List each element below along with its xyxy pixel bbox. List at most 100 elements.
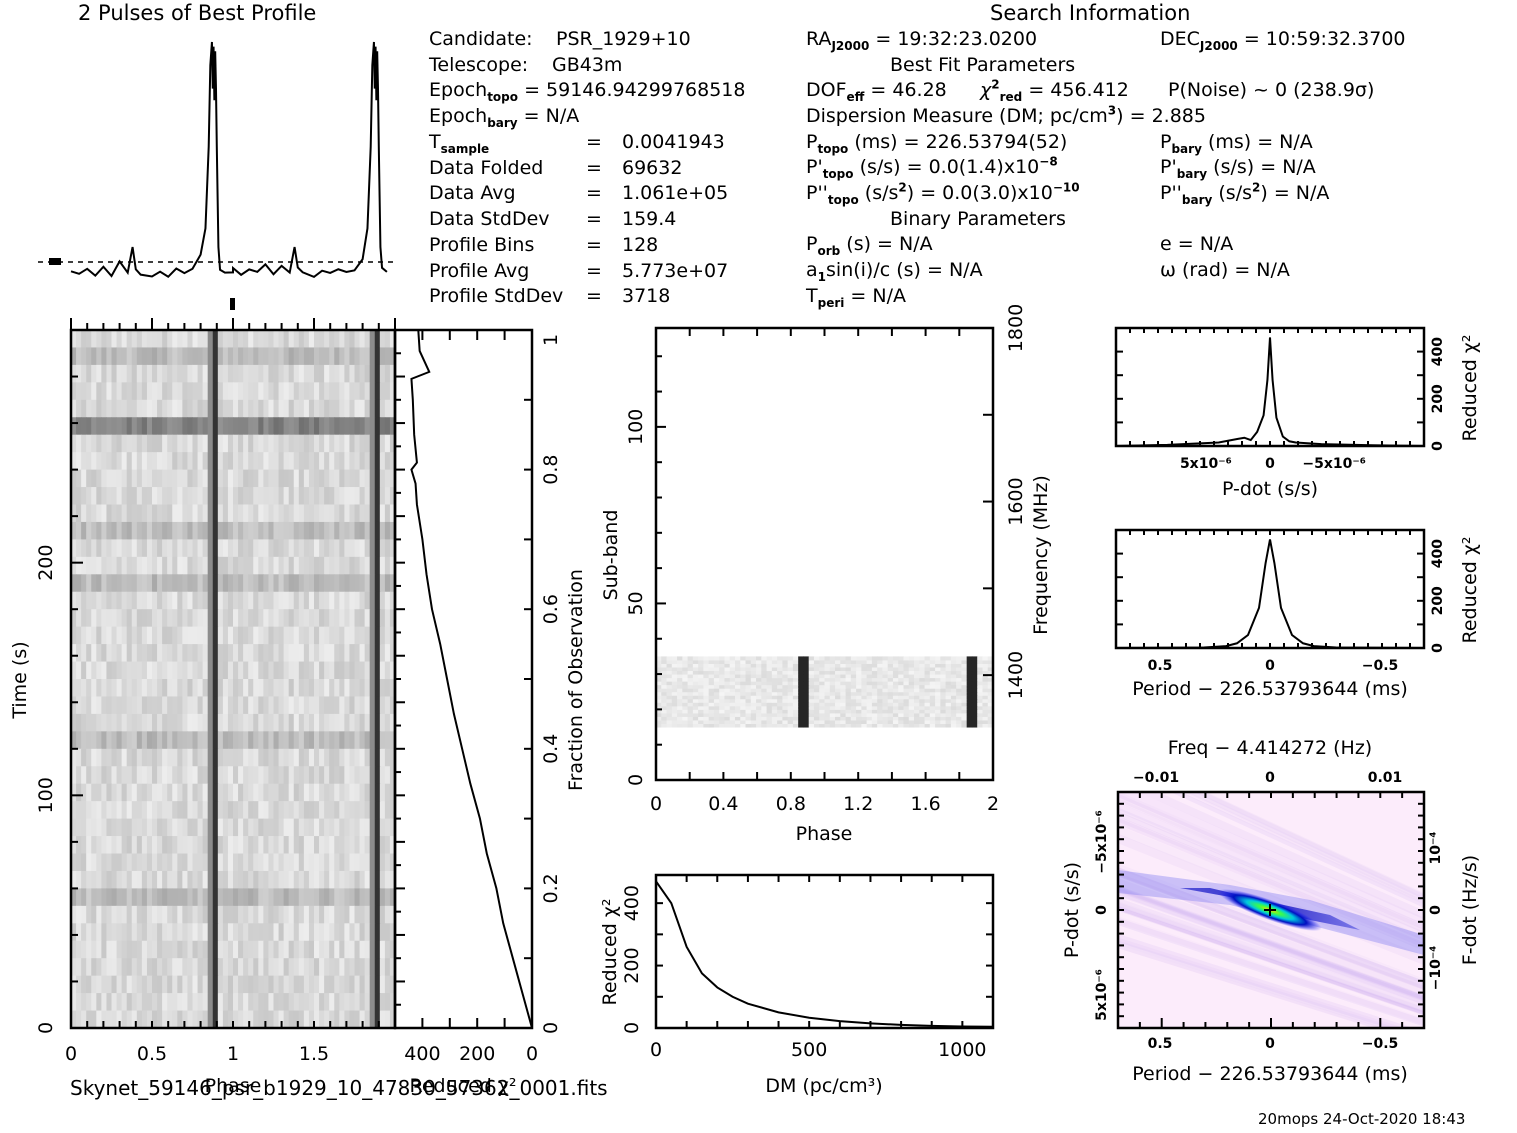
heatmap-cell bbox=[929, 698, 936, 703]
heatmap-cell bbox=[207, 679, 214, 697]
heatmap-cell bbox=[877, 681, 883, 686]
heatmap-cell bbox=[845, 670, 852, 675]
heatmap-cell bbox=[935, 695, 941, 700]
heatmap-cell bbox=[182, 923, 188, 942]
heatmap-cell bbox=[76, 487, 82, 505]
heatmap-cell bbox=[172, 993, 178, 1012]
info-row-equals: = bbox=[586, 182, 602, 205]
heatmap-cell bbox=[177, 434, 183, 453]
heatmap-cell bbox=[288, 434, 295, 453]
heatmap-cell bbox=[288, 975, 295, 994]
heatmap-cell bbox=[91, 469, 97, 488]
heatmap-cell bbox=[273, 870, 280, 889]
heatmap-cell bbox=[792, 667, 799, 672]
heatmap-cell bbox=[141, 766, 148, 785]
heatmap-cell bbox=[187, 731, 193, 750]
heatmap-cell bbox=[666, 670, 673, 675]
heatmap-cell bbox=[339, 330, 345, 348]
heatmap-cell bbox=[819, 663, 825, 668]
heatmap-cell bbox=[303, 539, 310, 558]
heatmap-cell bbox=[227, 923, 234, 942]
heatmap-cell bbox=[197, 888, 204, 907]
heatmap-cell bbox=[101, 853, 107, 872]
heatmap-cell bbox=[268, 1010, 274, 1029]
heatmap-cell bbox=[273, 574, 280, 593]
heatmap-cell bbox=[861, 659, 868, 664]
heatmap-cell bbox=[856, 656, 862, 661]
heatmap-cell bbox=[172, 487, 178, 505]
heatmap-cell bbox=[379, 399, 386, 418]
heatmap-cell bbox=[86, 417, 92, 436]
heatmap-cell bbox=[126, 958, 133, 977]
heatmap-cell bbox=[803, 702, 810, 707]
heatmap-cell bbox=[238, 539, 244, 558]
heatmap-cell bbox=[121, 452, 128, 471]
ppdot-streak bbox=[1118, 863, 1424, 985]
heatmap-cell bbox=[131, 958, 138, 977]
heatmap-cell bbox=[713, 688, 720, 693]
heatmap-cell bbox=[91, 731, 97, 750]
heatmap-cell bbox=[666, 663, 673, 668]
heatmap-cell bbox=[141, 591, 148, 610]
heatmap-cell bbox=[172, 399, 178, 418]
heatmap-cell bbox=[167, 836, 173, 854]
heatmap-cell bbox=[283, 870, 290, 889]
heatmap-cell bbox=[146, 923, 153, 942]
heatmap-cell bbox=[687, 684, 694, 689]
heatmap-cell bbox=[116, 870, 123, 889]
heatmap-cell bbox=[136, 504, 143, 523]
heatmap-cell bbox=[344, 731, 350, 750]
heatmap-cell bbox=[908, 684, 915, 689]
heatmap-cell bbox=[703, 674, 710, 679]
heatmap-cell bbox=[136, 591, 143, 610]
heatmap-cell bbox=[101, 993, 107, 1012]
heatmap-cell bbox=[661, 670, 668, 675]
heatmap-cell bbox=[298, 521, 305, 540]
heatmap-cell bbox=[162, 958, 168, 977]
heatmap-cell bbox=[656, 702, 662, 707]
heatmap-cell bbox=[76, 521, 82, 540]
heatmap-cell bbox=[182, 661, 188, 680]
heatmap-cell bbox=[771, 691, 778, 696]
heatmap-cell bbox=[243, 591, 249, 610]
heatmap-cell bbox=[116, 347, 123, 366]
heatmap-cell bbox=[258, 504, 264, 523]
heatmap-cell bbox=[126, 364, 133, 383]
heatmap-cell bbox=[887, 723, 894, 728]
heatmap-cell bbox=[116, 713, 123, 732]
heatmap-cell bbox=[298, 818, 305, 837]
heatmap-cell bbox=[354, 504, 361, 523]
heatmap-cell bbox=[243, 556, 249, 575]
dof-field: DOFeff = 46.28 bbox=[806, 79, 947, 104]
heatmap-cell bbox=[329, 504, 335, 523]
heatmap-cell bbox=[940, 667, 947, 672]
heatmap-cell bbox=[349, 626, 355, 645]
heatmap-cell bbox=[698, 667, 704, 672]
heatmap-cell bbox=[268, 504, 274, 523]
heatmap-cell bbox=[792, 688, 799, 693]
heatmap-cell bbox=[86, 940, 92, 959]
heatmap-cell bbox=[692, 702, 699, 707]
heatmap-cell bbox=[887, 695, 894, 700]
heatmap-cell bbox=[384, 836, 391, 854]
heatmap-cell bbox=[389, 888, 396, 907]
heatmap-cell bbox=[248, 626, 254, 645]
heatmap-cell bbox=[71, 504, 77, 523]
heatmap-cell bbox=[197, 940, 204, 959]
heatmap-cell bbox=[339, 888, 345, 907]
heatmap-cell bbox=[892, 702, 899, 707]
heatmap-cell bbox=[126, 696, 133, 715]
heatmap-cell bbox=[141, 870, 148, 889]
heatmap-cell bbox=[908, 677, 915, 682]
heatmap-cell bbox=[263, 574, 269, 593]
heatmap-cell bbox=[207, 487, 214, 505]
heatmap-cell bbox=[152, 434, 158, 453]
heatmap-cell bbox=[207, 696, 214, 715]
heatmap-cell bbox=[222, 521, 229, 540]
heatmap-cell bbox=[288, 609, 295, 628]
heatmap-cell bbox=[771, 702, 778, 707]
heatmap-cell bbox=[182, 940, 188, 959]
heatmap-cell bbox=[940, 684, 947, 689]
heatmap-cell bbox=[212, 818, 219, 837]
heatmap-cell bbox=[740, 712, 747, 717]
